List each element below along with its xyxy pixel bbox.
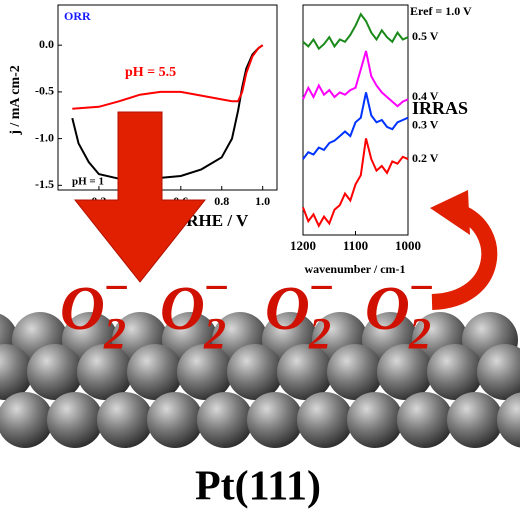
x-tick-label: 1.0 xyxy=(255,194,270,208)
pt-atom xyxy=(47,392,103,448)
surface-label: Pt(111) xyxy=(195,464,321,510)
y-tick-label: 0.0 xyxy=(39,37,54,51)
pt-atom xyxy=(127,344,183,400)
pt-atom xyxy=(147,392,203,448)
superoxide-base: O xyxy=(160,275,205,343)
x-axis-label: wavenumber / cm-1 xyxy=(304,262,405,276)
y-tick-label: -1.0 xyxy=(35,130,54,144)
pt-atom xyxy=(227,344,283,400)
superoxide-subscript: 2 xyxy=(203,309,226,358)
superoxide-base: O xyxy=(265,275,310,343)
series-label: 0.4 V xyxy=(412,89,439,103)
down-arrow xyxy=(73,111,207,283)
superoxide-base: O xyxy=(365,275,410,343)
arrows xyxy=(73,111,498,310)
y-tick-label: -1.5 xyxy=(35,177,54,191)
x-tick-label: 1000 xyxy=(395,238,421,253)
chart-title: IRRAS xyxy=(412,98,468,118)
series-line xyxy=(72,44,264,110)
pt-atom xyxy=(197,392,253,448)
superoxide-base: O xyxy=(60,275,105,343)
pt-atom xyxy=(247,392,303,448)
superoxide-subscript: 2 xyxy=(408,309,431,358)
series-label: 0.2 V xyxy=(412,151,439,165)
pt-atom xyxy=(347,392,403,448)
pt-atom xyxy=(177,344,233,400)
charts: 0.20.40.60.81.00.0-0.5-1.0-1.5pH = 1pH =… xyxy=(8,4,472,276)
x-tick-label: 1200 xyxy=(290,238,316,253)
pt-atom xyxy=(397,392,453,448)
pt-atom xyxy=(327,344,383,400)
pt-atom xyxy=(297,392,353,448)
pt-atom xyxy=(0,392,53,448)
chart-title: ORR xyxy=(64,9,91,23)
superoxide-superscript: − xyxy=(104,263,129,312)
curved-arrow-head xyxy=(430,190,470,235)
pt-atom xyxy=(477,344,520,400)
superoxide-subscript: 2 xyxy=(103,309,126,358)
series-label: 0.5 V xyxy=(412,29,439,43)
pt-atom xyxy=(447,392,503,448)
superoxide-subscript: 2 xyxy=(308,309,331,358)
superoxide-superscript: − xyxy=(204,263,229,312)
pt-atom xyxy=(27,344,83,400)
pt-surface xyxy=(0,312,520,448)
superoxide-superscript: − xyxy=(409,263,434,312)
superoxide-superscript: − xyxy=(309,263,334,312)
pt-atom xyxy=(277,344,333,400)
curved-arrow xyxy=(431,204,498,310)
pt-atom xyxy=(97,392,153,448)
series-line xyxy=(302,138,409,228)
series-line xyxy=(71,44,264,180)
y-tick-label: -0.5 xyxy=(35,84,54,98)
series-line xyxy=(302,92,409,160)
x-tick-label: 0.8 xyxy=(214,194,229,208)
series-line xyxy=(302,12,409,51)
pt-atom xyxy=(0,344,33,400)
series-line xyxy=(302,50,409,108)
annotation: Eref = 1.0 V xyxy=(410,4,472,18)
labels: O 2− O 2− O 2− O 2−Pt(111) xyxy=(60,263,434,510)
plot-frame xyxy=(302,4,409,236)
series-label: 0.3 V xyxy=(412,117,439,131)
pt-atom xyxy=(497,392,520,448)
x-tick-label: 1100 xyxy=(343,238,368,253)
plot-frame xyxy=(57,4,278,191)
pt-atom xyxy=(77,344,133,400)
pt-atom xyxy=(427,344,483,400)
series-label: pH = 5.5 xyxy=(125,65,176,80)
series-label: pH = 1 xyxy=(72,176,104,188)
y-axis-label: j / mA cm-2 xyxy=(8,65,23,136)
pt-atom xyxy=(377,344,433,400)
